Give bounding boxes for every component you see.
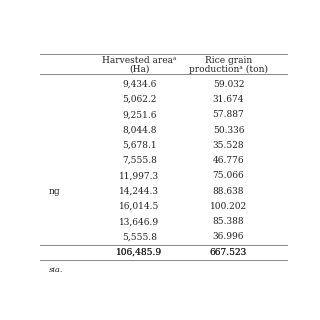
Text: 5,555.8: 5,555.8 [122,233,157,242]
Text: sia.: sia. [49,266,63,274]
Text: ng: ng [49,187,60,196]
Text: 50.336: 50.336 [213,125,244,135]
Text: 88.638: 88.638 [213,187,244,196]
Text: 5,062.2: 5,062.2 [122,95,156,104]
Text: 9,251.6: 9,251.6 [122,110,156,119]
Text: 7,555.8: 7,555.8 [122,156,156,165]
Text: 13,646.9: 13,646.9 [119,217,159,226]
Text: 11,997.3: 11,997.3 [119,172,159,180]
Text: 106,485.9: 106,485.9 [116,248,162,257]
Text: 8,044.8: 8,044.8 [122,125,156,135]
Text: Rice grain: Rice grain [205,56,252,65]
Text: (Ha): (Ha) [129,65,149,74]
Text: 35.528: 35.528 [213,141,244,150]
Text: 100.202: 100.202 [210,202,247,211]
Text: 57.887: 57.887 [212,110,244,119]
Text: 9,434.6: 9,434.6 [122,80,156,89]
Text: 667.523: 667.523 [210,248,247,257]
Text: 14,244.3: 14,244.3 [119,187,159,196]
Text: 85.388: 85.388 [213,217,244,226]
Text: 75.066: 75.066 [212,172,244,180]
Text: 667.523: 667.523 [210,248,247,257]
Text: 31.674: 31.674 [213,95,244,104]
Text: 59.032: 59.032 [213,80,244,89]
Text: productionᵃ (ton): productionᵃ (ton) [189,65,268,74]
Text: 106,485.9: 106,485.9 [116,248,162,257]
Text: Harvested areaᵃ: Harvested areaᵃ [102,56,176,65]
Text: 16,014.5: 16,014.5 [119,202,159,211]
Text: 36.996: 36.996 [213,233,244,242]
Text: 46.776: 46.776 [213,156,244,165]
Text: 5,678.1: 5,678.1 [122,141,156,150]
